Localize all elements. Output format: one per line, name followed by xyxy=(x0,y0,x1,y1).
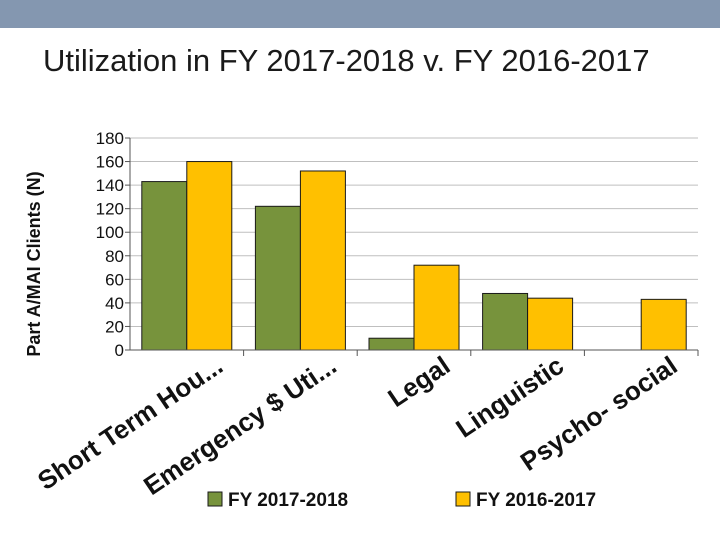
y-tick-label: 160 xyxy=(96,153,124,172)
bar-fy2016-2017 xyxy=(299,170,346,351)
bars xyxy=(141,161,699,356)
y-tick-labels: 0 20 40 60 80 100 120 140 160 180 xyxy=(96,129,124,360)
bar-fy2016-2017 xyxy=(527,297,574,351)
legend-label: FY 2016-2017 xyxy=(476,490,596,511)
y-tick-label: 100 xyxy=(96,223,124,242)
bar-fy2016-2017 xyxy=(640,298,687,351)
y-tick-label: 140 xyxy=(96,176,124,195)
category-label: Short Term Hou... xyxy=(32,350,228,496)
bar-fy2016-2017 xyxy=(186,161,233,351)
y-tick-label: 120 xyxy=(96,200,124,219)
category-labels: Short Term Hou...Emergency $ Uti... Legal… xyxy=(32,350,682,501)
bar-fy2017-2018 xyxy=(141,181,188,351)
y-axis-label: Part A/MAI Clients (N) xyxy=(24,171,44,356)
bar-fy2017-2018 xyxy=(368,337,415,351)
legend-label: FY 2017-2018 xyxy=(228,490,348,511)
legend: FY 2017-2018 FY 2016-2017 xyxy=(207,490,596,511)
y-tick-label: 80 xyxy=(105,247,124,266)
y-tick-label: 180 xyxy=(96,129,124,148)
category-label: Legal xyxy=(382,350,455,413)
y-tick-label: 40 xyxy=(105,294,124,313)
legend-swatch xyxy=(455,491,471,507)
chart-title: Utilization in FY 2017-2018 v. FY 2016-2… xyxy=(43,43,650,78)
bar-fy2016-2017 xyxy=(413,264,460,351)
bar-fy2017-2018 xyxy=(482,292,529,351)
y-tick-label: 20 xyxy=(105,317,124,336)
category-label: Emergency $ Uti... xyxy=(138,350,342,501)
legend-swatch xyxy=(207,491,223,507)
y-tick-label: 60 xyxy=(105,270,124,289)
header-bar xyxy=(0,0,720,28)
y-tick-label: 0 xyxy=(115,341,124,360)
bar-fy2017-2018 xyxy=(254,205,301,351)
